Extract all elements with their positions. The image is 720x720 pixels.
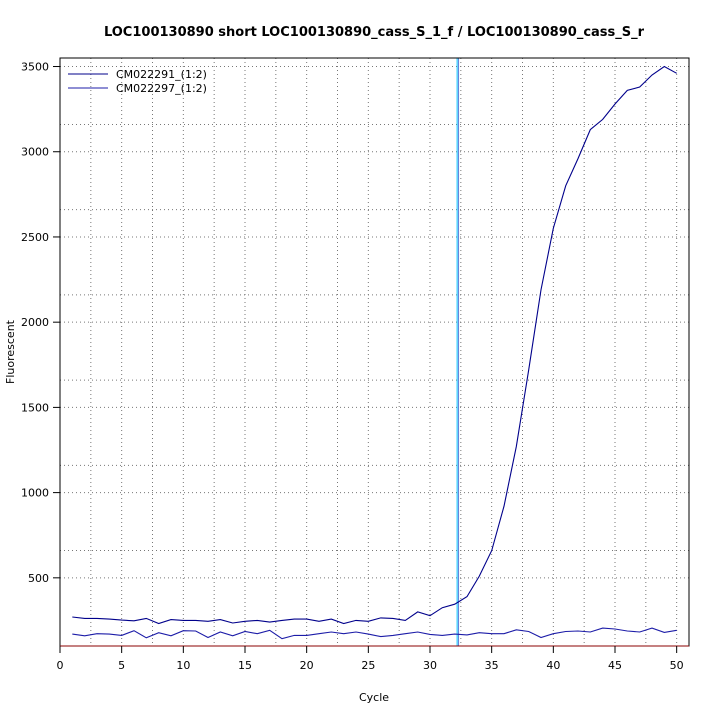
y-tick-label: 3500 <box>21 61 49 74</box>
x-tick-label: 35 <box>485 659 499 672</box>
chart-title: LOC100130890 short LOC100130890_cass_S_1… <box>104 25 645 40</box>
legend: CM022291_(1:2)CM022297_(1:2) <box>68 68 207 95</box>
x-tick-label: 50 <box>670 659 684 672</box>
y-tick-label: 500 <box>28 572 49 585</box>
x-tick-label: 15 <box>238 659 252 672</box>
legend-label-1: CM022291_(1:2) <box>116 68 207 81</box>
legend-label-2: CM022297_(1:2) <box>116 82 207 95</box>
series-line-2 <box>72 627 677 640</box>
series-lines <box>72 65 677 640</box>
threshold-line <box>456 58 460 646</box>
y-axis: 500 1000 1500 2000 2500 3000 3500 <box>21 61 60 585</box>
x-tick-label: 40 <box>546 659 560 672</box>
x-tick-label: 10 <box>176 659 190 672</box>
x-axis: 0 5 10 15 20 25 30 35 40 45 50 <box>57 646 684 672</box>
x-tick-label: 0 <box>57 659 64 672</box>
y-tick-label: 1500 <box>21 401 49 414</box>
grid <box>60 58 689 646</box>
x-axis-label: Cycle <box>359 691 389 704</box>
y-tick-label: 1000 <box>21 487 49 500</box>
y-tick-label: 3000 <box>21 146 49 159</box>
y-tick-label: 2000 <box>21 316 49 329</box>
y-axis-label: Fluorescent <box>4 319 17 384</box>
x-tick-label: 30 <box>423 659 437 672</box>
y-tick-label: 2500 <box>21 231 49 244</box>
series-line-1 <box>72 65 677 625</box>
x-tick-label: 5 <box>118 659 125 672</box>
x-tick-label: 20 <box>300 659 314 672</box>
x-tick-label: 45 <box>608 659 622 672</box>
x-tick-label: 25 <box>361 659 375 672</box>
